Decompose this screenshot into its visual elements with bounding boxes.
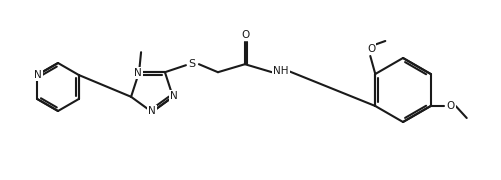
Text: O: O xyxy=(241,30,249,40)
Text: O: O xyxy=(446,101,454,111)
Text: O: O xyxy=(366,44,375,54)
Text: N: N xyxy=(148,106,156,116)
Text: N: N xyxy=(170,91,177,101)
Text: N: N xyxy=(34,70,42,80)
Text: S: S xyxy=(188,59,195,69)
Text: N: N xyxy=(134,68,142,78)
Text: NH: NH xyxy=(273,66,288,76)
